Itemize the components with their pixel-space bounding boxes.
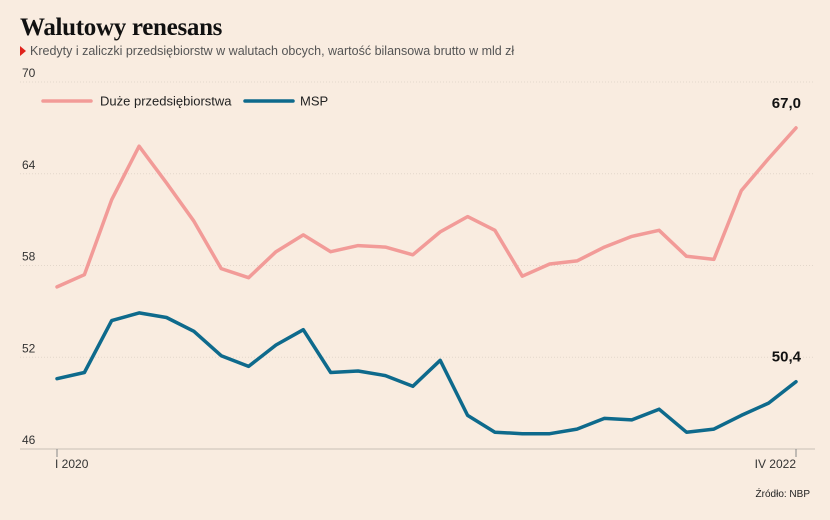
legend-label: MSP bbox=[300, 94, 328, 109]
red-triangle-icon bbox=[20, 46, 26, 56]
y-tick-label: 64 bbox=[22, 158, 36, 172]
series-lines bbox=[55, 126, 798, 436]
grid-lines bbox=[20, 81, 815, 450]
y-tick-label: 46 bbox=[22, 433, 36, 447]
end-value-label: 67,0 bbox=[772, 95, 801, 112]
source-note: Źródło: NBP bbox=[755, 489, 810, 500]
end-labels: 67,0 50,4 bbox=[772, 95, 802, 366]
y-tick-label: 70 bbox=[22, 66, 36, 80]
x-axis: I 2020 IV 2022 bbox=[55, 449, 797, 471]
chart-title: Walutowy renesans bbox=[20, 14, 223, 41]
end-value-label: 50,4 bbox=[772, 349, 802, 366]
series-line-duze bbox=[55, 126, 798, 289]
chart-subtitle: Kredyty i zaliczki przedsiębiorstw w wal… bbox=[20, 44, 514, 58]
legend: Duże przedsiębiorstwa MSP bbox=[41, 94, 328, 109]
y-axis-ticks: 46 52 58 64 70 bbox=[22, 66, 36, 447]
series-line-msp bbox=[55, 311, 798, 436]
legend-label: Duże przedsiębiorstwa bbox=[100, 94, 232, 109]
chart-subtitle-text: Kredyty i zaliczki przedsiębiorstw w wal… bbox=[30, 44, 515, 58]
y-tick-label: 58 bbox=[22, 250, 36, 264]
y-tick-label: 52 bbox=[22, 341, 36, 355]
x-tick-label: I 2020 bbox=[55, 457, 89, 471]
x-tick-label: IV 2022 bbox=[755, 457, 797, 471]
